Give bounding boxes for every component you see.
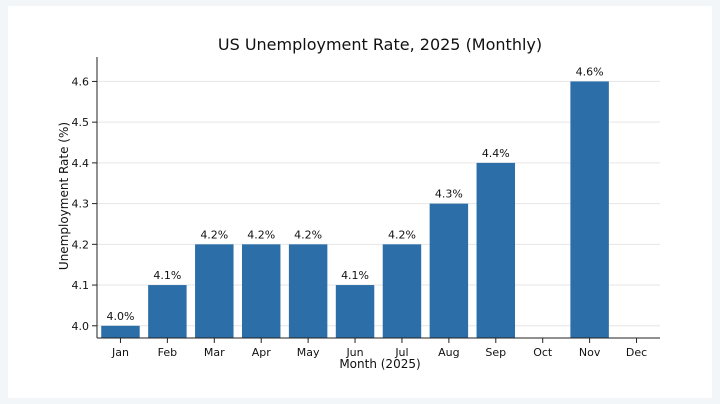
bar-jul [382, 244, 422, 338]
data-label-jan: 4.0% [106, 310, 134, 323]
data-label-sep: 4.4% [482, 147, 510, 160]
y-tick-label: 4.1 [72, 279, 90, 292]
bar-mar [195, 244, 234, 338]
bar-sep [476, 162, 516, 338]
x-axis-label: Month (2025) [339, 357, 420, 371]
x-tick-label-mar: Mar [204, 346, 225, 359]
data-label-jul: 4.2% [388, 228, 416, 241]
x-tick-label-jul: Jul [394, 346, 408, 359]
x-tick-label-sep: Sep [485, 346, 506, 359]
x-tick-label-dec: Dec [626, 346, 647, 359]
bar-feb [148, 285, 187, 338]
data-label-feb: 4.1% [153, 269, 181, 282]
x-tick-label-aug: Aug [438, 346, 459, 359]
x-tick-label-nov: Nov [579, 346, 601, 359]
y-tick-label: 4.6 [72, 75, 90, 88]
y-tick-label: 4.4 [72, 157, 90, 170]
x-tick-label-apr: Apr [252, 346, 272, 359]
bar-jan [101, 325, 140, 338]
x-tick-label-may: May [297, 346, 320, 359]
bar-jun [335, 285, 375, 338]
y-tick-label: 4.2 [72, 238, 90, 251]
x-tick-label-oct: Oct [533, 346, 553, 359]
x-tick-label-feb: Feb [158, 346, 177, 359]
x-tick-label-jan: Jan [111, 346, 129, 359]
x-tick-label-jun: Jun [345, 346, 363, 359]
data-label-apr: 4.2% [247, 228, 275, 241]
y-axis-label: Unemployment Rate (%) [57, 122, 71, 270]
bar-apr [241, 244, 281, 338]
y-tick-label: 4.3 [72, 198, 90, 211]
bar-aug [429, 203, 469, 338]
data-label-may: 4.2% [294, 228, 322, 241]
bar-nov [570, 81, 609, 338]
chart-title: US Unemployment Rate, 2025 (Monthly) [218, 35, 542, 54]
data-label-mar: 4.2% [200, 228, 228, 241]
y-tick-label: 4.0 [72, 320, 90, 333]
data-label-nov: 4.6% [576, 65, 604, 78]
y-tick-label: 4.5 [72, 116, 90, 129]
data-label-jun: 4.1% [341, 269, 369, 282]
bar-may [288, 244, 328, 338]
data-label-aug: 4.3% [435, 188, 463, 201]
